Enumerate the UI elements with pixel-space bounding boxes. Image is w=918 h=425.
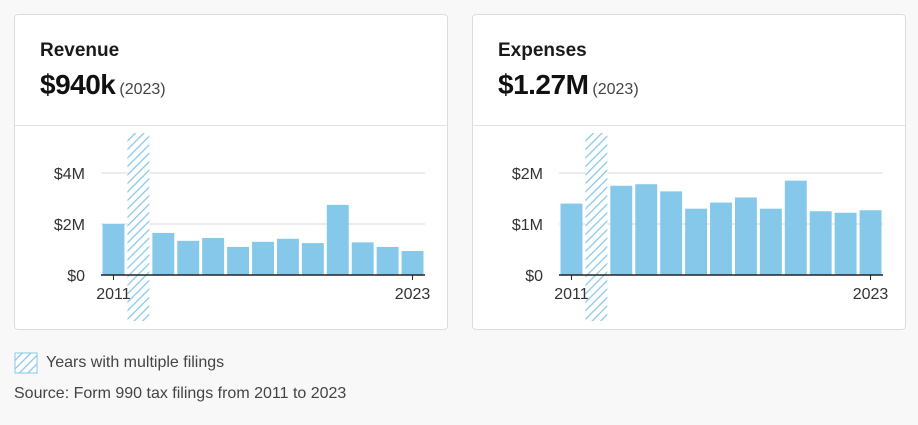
y-tick-label: $2M <box>54 217 85 234</box>
bar-2016 <box>227 246 250 275</box>
bar-2016 <box>685 208 708 275</box>
bar-2018 <box>276 238 299 275</box>
card-amount: $1.27M (2023) <box>498 69 639 101</box>
bar-2019 <box>301 243 324 275</box>
bar-2020 <box>326 204 349 275</box>
y-tick-label: $4M <box>54 166 85 183</box>
chart-legend: Years with multiple filings <box>14 352 224 374</box>
x-tick-label: 2023 <box>853 286 889 303</box>
x-tick-label: 2011 <box>554 286 589 303</box>
card-amount: $940k (2023) <box>40 69 166 101</box>
bar-2017 <box>252 241 274 275</box>
bar-2023 <box>859 210 882 275</box>
bar-2013 <box>152 232 175 275</box>
bar-2018 <box>734 197 757 275</box>
amount-year: (2023) <box>592 81 639 98</box>
y-tick-label: $2M <box>512 166 543 183</box>
amount-value: $940k <box>40 69 116 100</box>
x-tick-label: 2023 <box>395 286 431 303</box>
y-tick-label: $1M <box>512 217 543 234</box>
bar-2022 <box>834 212 857 275</box>
revenue-card: Revenue $940k (2023) $0 $2M $4M 2011 2023 <box>14 14 448 330</box>
bar-2022 <box>376 246 399 275</box>
amount-value: $1.27M <box>498 69 589 100</box>
bar-2014 <box>177 240 200 275</box>
bar-2021 <box>809 211 832 275</box>
expenses-bar-chart: $0 $1M $2M 2011 2023 <box>512 133 889 321</box>
x-tick-label: 2011 <box>96 286 131 303</box>
amount-year: (2023) <box>119 81 166 98</box>
y-tick-label: $0 <box>525 268 543 285</box>
expenses-card: Expenses $1.27M (2023) $0 $1M $2M 2011 2023 <box>472 14 906 330</box>
card-title: Revenue <box>40 40 120 61</box>
bar-2011 <box>560 203 583 275</box>
bar-2019 <box>759 208 782 275</box>
bar-2013 <box>610 185 633 275</box>
bar-2021 <box>351 242 374 275</box>
legend-label: Years with multiple filings <box>46 354 225 371</box>
source-note: Source: Form 990 tax filings from 2011 t… <box>14 385 347 402</box>
hatch-swatch-icon <box>14 352 38 374</box>
bar-2011 <box>102 224 125 275</box>
bar-2020 <box>784 180 807 275</box>
card-divider <box>473 125 905 126</box>
bar-2023 <box>401 251 424 275</box>
card-divider <box>15 125 447 126</box>
card-title: Expenses <box>498 40 587 61</box>
bar-2015 <box>202 238 225 275</box>
y-tick-label: $0 <box>67 268 85 285</box>
bar-2014 <box>635 184 658 275</box>
multiple-filings-band <box>585 133 608 321</box>
bar-2015 <box>660 191 683 275</box>
multiple-filings-band <box>127 133 150 321</box>
revenue-bar-chart: $0 $2M $4M 2011 2023 <box>54 133 431 321</box>
bar-2017 <box>710 202 732 275</box>
